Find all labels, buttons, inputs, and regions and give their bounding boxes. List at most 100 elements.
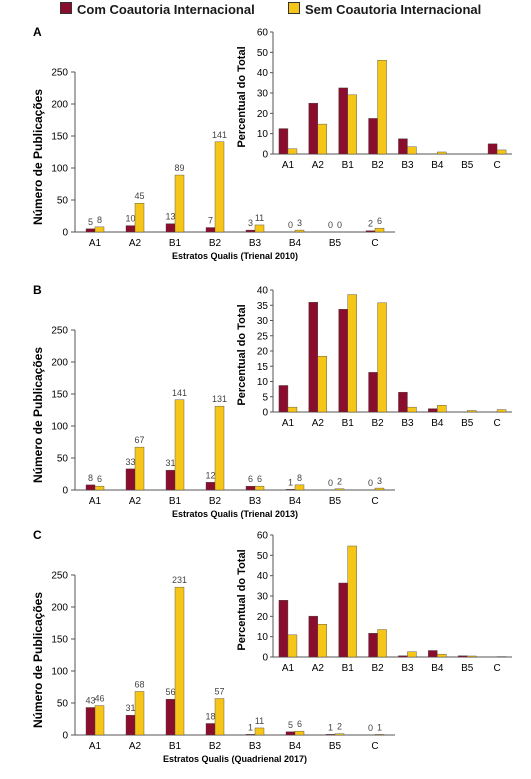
- bar: [134, 202, 145, 233]
- inset-x-tick-label: B2: [371, 160, 384, 171]
- inset-y-tick-label: 20: [257, 109, 269, 120]
- bar-value-label: 141: [212, 130, 227, 140]
- inset-y-tick-label: 30: [257, 89, 269, 100]
- inset-y-tick-label: 20: [257, 347, 269, 358]
- y-tick-label: 100: [51, 667, 68, 678]
- panel-C: C050100150200250A14346A23168B156231B2185…: [31, 528, 512, 764]
- inset-x-tick-label: B5: [461, 418, 474, 429]
- bar-value-label: 5: [288, 720, 293, 730]
- bar: [325, 734, 336, 736]
- bar: [254, 224, 265, 233]
- inset-bar: [428, 650, 438, 658]
- bar: [245, 229, 256, 233]
- bar: [294, 730, 305, 736]
- x-tick-label: B4: [289, 238, 302, 249]
- bar: [205, 482, 216, 491]
- y-tick-label: 250: [51, 68, 68, 79]
- legend-label-sem: Sem Coautoria Internacional: [305, 2, 482, 17]
- bar: [334, 733, 345, 736]
- y-axis-title: Número de Publicações: [31, 347, 45, 483]
- inset-bar: [317, 123, 328, 155]
- bar: [214, 141, 225, 233]
- legend-item-com: Com Coautoria Internacional: [60, 2, 255, 17]
- inset-bar: [457, 655, 468, 658]
- inset-y-tick-label: 60: [257, 28, 269, 39]
- inset-y-tick-label: 0: [262, 653, 268, 664]
- inset-bar: [407, 146, 417, 155]
- inset-bar: [308, 615, 319, 658]
- bar: [285, 489, 296, 491]
- bar-value-label: 131: [212, 394, 227, 404]
- bar: [174, 586, 185, 736]
- inset-bar: [437, 405, 447, 413]
- bar: [94, 485, 105, 491]
- inset-bar: [338, 582, 348, 658]
- y-tick-label: 100: [51, 422, 68, 433]
- y-tick-label: 250: [51, 571, 68, 582]
- inset-bar: [278, 385, 289, 413]
- y-tick-label: 0: [62, 486, 68, 497]
- inset-x-tick-label: B4: [431, 160, 444, 171]
- inset-bar: [368, 633, 378, 658]
- bar: [294, 484, 305, 491]
- legend: Com Coautoria Internacional Sem Coautori…: [0, 2, 531, 22]
- x-tick-label: B3: [249, 496, 262, 507]
- inset-chart: 0 10 20 30 40 50 60 A1 A2 B1 B2 B3 B4 B5 C Percentual d…: [236, 531, 512, 674]
- bar-value-label: 8: [97, 215, 102, 225]
- bar: [85, 484, 96, 491]
- x-tick-label: B2: [209, 741, 222, 752]
- bar-value-label: 0: [328, 478, 333, 488]
- bar-value-label: 1: [288, 477, 293, 487]
- bar-value-label: 6: [97, 474, 102, 484]
- inset-bar: [287, 406, 298, 413]
- bar: [294, 229, 305, 233]
- y-axis-title: Número de Publicações: [31, 89, 45, 225]
- bar: [374, 227, 385, 233]
- bar-value-label: 46: [94, 694, 104, 704]
- inset-bar: [368, 118, 378, 155]
- bar-value-label: 0: [328, 220, 333, 230]
- inset-x-tick-label: B1: [342, 160, 355, 171]
- x-tick-label: B2: [209, 496, 222, 507]
- x-tick-label: A1: [89, 496, 102, 507]
- inset-x-tick-label: B2: [371, 663, 384, 674]
- inset-y-axis-title: Percentual do Total: [236, 304, 248, 405]
- legend-label-com: Com Coautoria Internacional: [77, 2, 255, 17]
- inset-y-tick-label: 0: [262, 150, 268, 161]
- inset-y-tick-label: 60: [257, 531, 269, 542]
- inset-bar: [487, 143, 498, 155]
- bar-value-label: 13: [165, 212, 175, 222]
- bar-value-label: 6: [257, 474, 262, 484]
- inset-x-tick-label: B3: [401, 663, 414, 674]
- bar-value-label: 43: [85, 695, 95, 705]
- bar-value-label: 11: [255, 716, 264, 726]
- bar-value-label: 0: [337, 220, 342, 230]
- bar: [134, 691, 145, 736]
- x-tick-label: B1: [169, 238, 182, 249]
- y-tick-label: 200: [51, 603, 68, 614]
- inset-y-tick-label: 0: [262, 408, 268, 419]
- inset-x-tick-label: C: [493, 418, 500, 429]
- bar: [205, 227, 216, 233]
- x-axis-title: Estratos Qualis (Trienal 2013): [172, 509, 298, 519]
- bar-value-label: 141: [172, 388, 187, 398]
- x-tick-label: A1: [89, 741, 102, 752]
- y-tick-label: 200: [51, 100, 68, 111]
- x-tick-label: C: [371, 496, 378, 507]
- inset-y-tick-label: 10: [257, 377, 269, 388]
- inset-x-tick-label: A2: [312, 663, 325, 674]
- inset-y-tick-label: 40: [257, 286, 269, 297]
- inset-bar: [347, 294, 357, 413]
- y-tick-label: 50: [57, 196, 69, 207]
- inset-bar: [466, 655, 477, 658]
- inset-x-tick-label: C: [493, 160, 500, 171]
- bar-value-label: 3: [297, 218, 302, 228]
- x-tick-label: A2: [129, 496, 142, 507]
- inset-bar: [428, 408, 438, 413]
- bar-value-label: 3: [248, 218, 253, 228]
- bar: [365, 230, 376, 233]
- bar: [285, 731, 296, 736]
- bar-value-label: 68: [134, 679, 144, 689]
